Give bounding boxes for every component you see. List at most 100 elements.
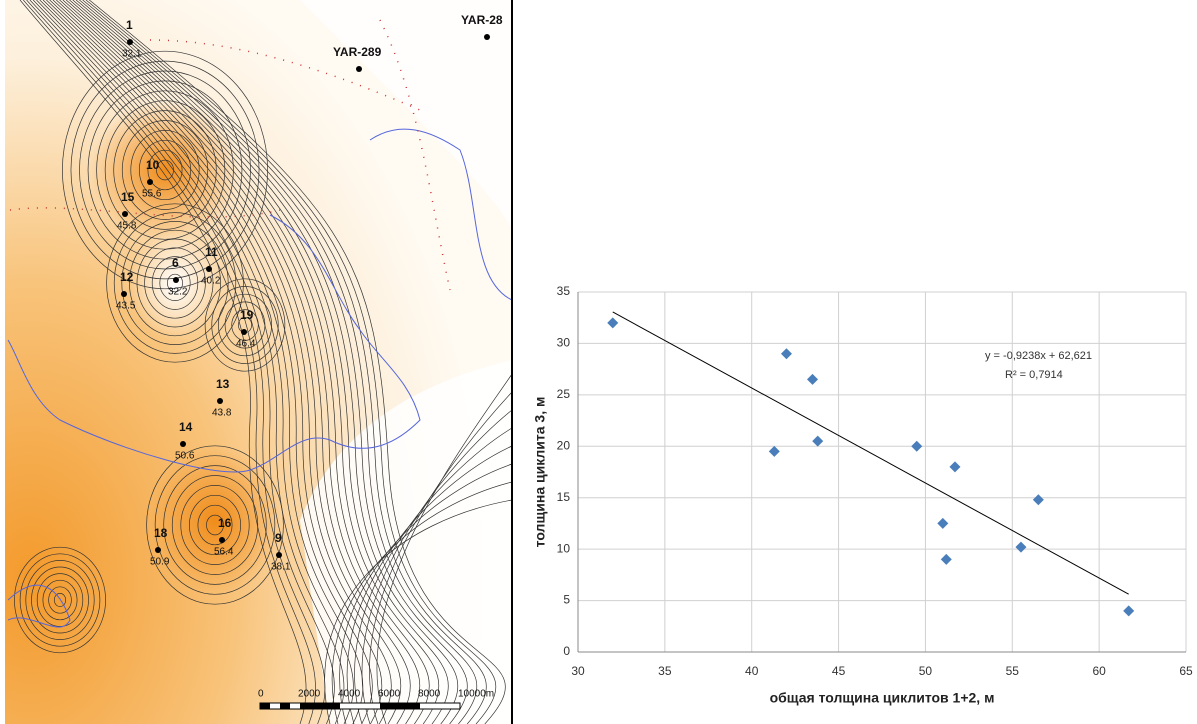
well-label: 13 — [216, 377, 230, 391]
contour-line — [26, 0, 326, 724]
contour-line — [19, 0, 307, 724]
contour-line — [69, 0, 449, 724]
contour-line — [167, 273, 183, 293]
contour-line — [79, 0, 478, 724]
contour-line — [53, 593, 67, 607]
well-value: 40.2 — [201, 276, 221, 287]
contour-line — [89, 0, 506, 724]
contour-line — [42, 0, 373, 724]
trend-equation: y = -0,9238x + 62,621 — [985, 350, 1092, 362]
contour-line — [14, 546, 106, 654]
contour-line — [206, 514, 224, 536]
well-label: 1 — [126, 18, 133, 32]
contour-line — [96, 90, 234, 250]
contour-line — [82, 0, 487, 724]
contour-line — [36, 0, 354, 724]
contour-line — [346, 445, 513, 724]
y-tick-label: 20 — [557, 438, 571, 452]
well — [155, 547, 161, 553]
scale-label: 6000 — [378, 689, 401, 700]
well-value: 45.8 — [117, 221, 137, 232]
scale-label: 8000 — [418, 689, 441, 700]
well-label: 16 — [218, 516, 232, 530]
x-tick-label: 45 — [832, 664, 846, 678]
contour-line — [376, 373, 513, 724]
scatter-point — [1123, 605, 1135, 617]
x-axis-label: общая толщина циклитов 1+2, м — [770, 690, 995, 706]
contour-line — [218, 293, 272, 357]
high-zone — [90, 100, 240, 240]
contour-line — [46, 0, 383, 724]
scale-label: 4000 — [338, 689, 361, 700]
scale-bar — [380, 703, 420, 709]
well-label: 15 — [121, 190, 135, 204]
low-zone — [130, 230, 220, 340]
contour-line — [52, 0, 402, 724]
scatter-point — [940, 553, 952, 565]
contour-line — [154, 455, 276, 595]
well-label: 19 — [240, 308, 254, 322]
contour-line — [56, 0, 411, 724]
contour-line — [121, 120, 209, 220]
contour-line — [361, 409, 513, 724]
well — [206, 266, 212, 272]
scale-label: 10000m — [458, 689, 494, 700]
boundary — [9, 19, 451, 291]
contour-line — [146, 445, 284, 605]
scatter-point — [780, 348, 792, 360]
well-value: 32.2 — [168, 287, 188, 298]
chart: толщина циклита 3, м 0 5 10 15 20 25 30 35 30 35 4… — [532, 284, 1193, 706]
contour-line — [211, 286, 279, 364]
well — [356, 66, 362, 72]
well-label: YAR-28 — [461, 13, 503, 27]
well-value: 50.6 — [175, 451, 195, 462]
contour-line — [144, 247, 206, 319]
contour-line — [147, 149, 183, 191]
well — [147, 179, 153, 185]
well-value: 46.4 — [236, 339, 256, 350]
y-tick-label: 15 — [557, 490, 571, 504]
scatter-point — [807, 373, 819, 385]
contour-line — [104, 100, 226, 240]
well-label: 14 — [179, 420, 193, 434]
well — [276, 552, 282, 558]
well — [484, 34, 490, 40]
contour-line — [136, 238, 214, 328]
well-label: 12 — [120, 270, 134, 284]
contour-line — [49, 0, 392, 724]
scatter-point — [911, 440, 923, 452]
contour-line — [23, 0, 316, 724]
contour-line — [32, 0, 345, 724]
y-tick-label: 5 — [563, 593, 570, 607]
x-tick-label: 65 — [1179, 664, 1193, 678]
well — [219, 537, 225, 543]
contour-line — [59, 0, 421, 724]
scale-label: 0 — [258, 689, 264, 700]
contour-line — [106, 203, 244, 363]
well-value: 32.1 — [122, 49, 142, 60]
contour-line — [171, 475, 259, 575]
low-zone — [300, 360, 512, 724]
y-tick-label: 0 — [563, 644, 570, 658]
scatter-point — [1015, 541, 1027, 553]
well — [241, 329, 247, 335]
y-tick-label: 25 — [557, 387, 571, 401]
contour-line — [151, 256, 199, 310]
scatter-point — [607, 317, 619, 329]
contour-line — [29, 0, 335, 724]
contour-line — [85, 0, 497, 724]
well-label: 18 — [154, 526, 168, 540]
contour-line — [25, 560, 95, 640]
contour-line — [139, 139, 192, 201]
well — [121, 291, 127, 297]
contour-line — [159, 265, 191, 301]
contour-line — [113, 110, 217, 230]
scatter-point — [812, 435, 824, 447]
contour-line — [62, 50, 268, 290]
y-tick-label: 30 — [557, 336, 571, 350]
river — [7, 214, 421, 473]
well-label: YAR-289 — [333, 45, 382, 59]
x-tick-label: 35 — [658, 664, 672, 678]
scatter-point — [949, 461, 961, 473]
y-tick-label: 35 — [557, 284, 571, 298]
